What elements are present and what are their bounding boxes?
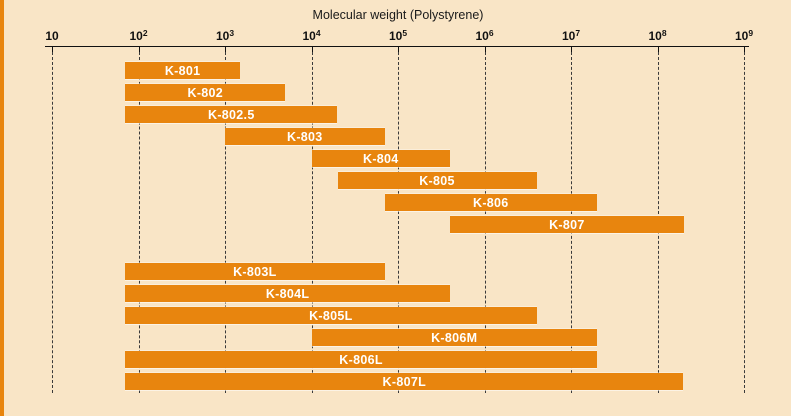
x-tick-label-1e1: 10 xyxy=(45,29,59,43)
x-tick-mark xyxy=(52,47,53,52)
x-tick-label-1e4: 104 xyxy=(302,28,321,43)
bar-label: K-804 xyxy=(363,151,399,166)
bar-K-804L: K-804L xyxy=(125,285,451,302)
gridline-1e3 xyxy=(225,52,226,393)
bar-K-807: K-807 xyxy=(450,216,684,233)
bar-K-804: K-804 xyxy=(311,150,451,167)
gridline-1e5 xyxy=(398,52,399,393)
chart-title: Molecular weight (Polystyrene) xyxy=(312,8,484,22)
x-tick-label-1e9: 109 xyxy=(734,28,754,43)
x-tick-mark xyxy=(484,47,486,52)
bar-K-805L: K-805L xyxy=(125,307,537,324)
x-tick-mark xyxy=(744,47,745,52)
bar-K-806L: K-806L xyxy=(125,351,597,368)
x-tick-label-1e7: 107 xyxy=(561,28,581,43)
bar-label: K-803L xyxy=(233,264,277,279)
x-tick-mark xyxy=(225,47,226,52)
x-tick-mark xyxy=(657,47,659,52)
gridline-1e1 xyxy=(52,52,53,393)
x-tick-label-1e3: 103 xyxy=(215,28,235,43)
bar-label: K-804L xyxy=(265,286,310,301)
bar-label: K-806 xyxy=(473,195,509,210)
bar-label: K-806M xyxy=(431,330,478,345)
x-tick-mark xyxy=(571,47,572,52)
bar-K-806: K-806 xyxy=(384,194,597,211)
bar-K-802: K-802 xyxy=(125,84,286,101)
x-tick-label-1e8: 108 xyxy=(648,28,667,43)
bar-label: K-803 xyxy=(287,129,323,144)
x-tick-label-1e5: 105 xyxy=(388,28,408,43)
left-accent-stripe xyxy=(0,0,4,416)
bar-label: K-805L xyxy=(309,308,353,323)
bar-K-807L: K-807L xyxy=(125,373,684,390)
bar-K-806M: K-806M xyxy=(311,329,597,346)
gridline-1e4 xyxy=(311,52,313,393)
bar-K-803L: K-803L xyxy=(125,263,385,280)
bar-label: K-807L xyxy=(382,374,427,389)
bar-label: K-807 xyxy=(549,217,585,232)
bar-label: K-805 xyxy=(419,173,455,188)
x-tick-mark xyxy=(398,47,399,52)
x-tick-mark xyxy=(138,47,140,52)
bar-label: K-801 xyxy=(164,63,201,78)
bar-K-802.5: K-802.5 xyxy=(125,106,338,123)
x-tick-label-1e2: 102 xyxy=(129,28,148,43)
bar-K-801: K-801 xyxy=(125,62,241,79)
bar-K-803: K-803 xyxy=(225,128,385,145)
bar-label: K-806L xyxy=(339,352,383,367)
x-axis-line xyxy=(45,46,749,47)
bar-label: K-802.5 xyxy=(208,107,255,122)
x-tick-label-1e6: 106 xyxy=(475,28,494,43)
gridline-1e9 xyxy=(744,52,745,393)
bar-K-805: K-805 xyxy=(337,172,537,189)
bar-label: K-802 xyxy=(187,85,224,100)
gridline-1e2 xyxy=(138,52,140,393)
x-tick-mark xyxy=(311,47,313,52)
